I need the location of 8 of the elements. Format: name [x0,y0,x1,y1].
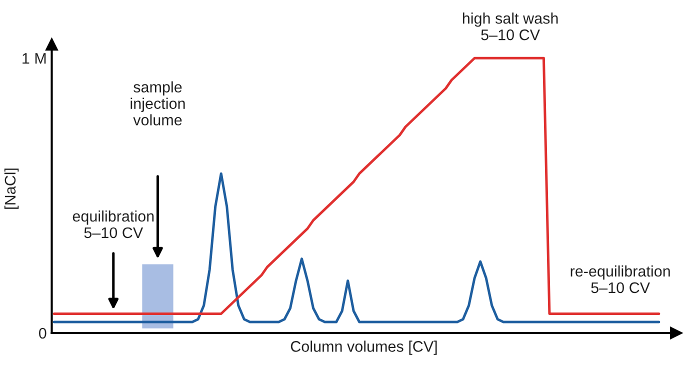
annotation: sample injection volume [130,81,185,126]
x-axis-title: Column volumes [CV] [290,340,437,355]
y-tick-label: 1 M [22,53,46,64]
y-tick-label: 0 [38,328,46,339]
text: high salt wash 5–10 CV [462,12,558,40]
y-axis-title: [NaCl] [4,168,19,209]
annotation: equilibration 5–10 CV [72,210,154,238]
annotation: re-equilibration 5–10 CV [570,265,670,294]
